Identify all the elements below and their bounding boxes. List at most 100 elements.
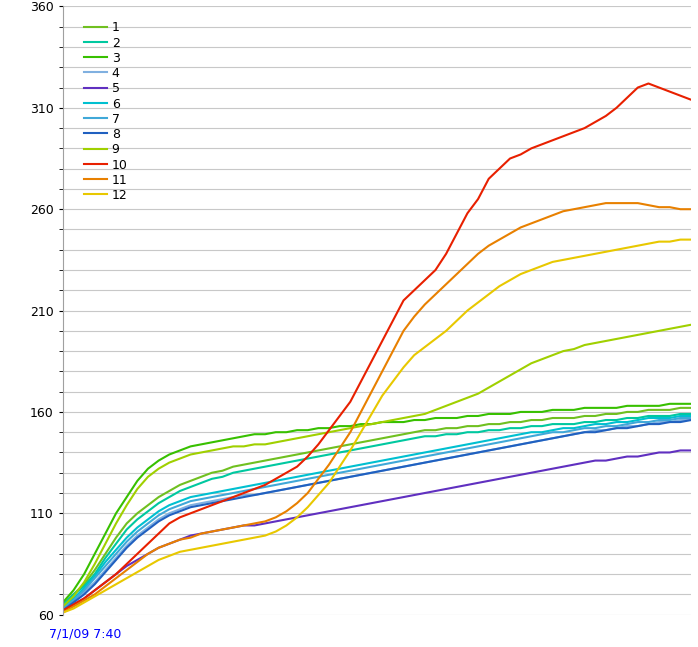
1 xyxy=(452,424,461,432)
7 xyxy=(165,505,174,513)
10 xyxy=(687,96,695,104)
4 xyxy=(239,491,248,499)
6 xyxy=(687,412,695,420)
8 xyxy=(261,489,269,497)
2 xyxy=(272,461,280,468)
11 xyxy=(218,525,227,533)
Line: 10: 10 xyxy=(63,83,691,611)
11 xyxy=(165,540,174,547)
5 xyxy=(59,607,67,615)
9 xyxy=(261,441,269,448)
6 xyxy=(272,477,280,485)
7 xyxy=(687,414,695,422)
3 xyxy=(218,437,227,444)
9 xyxy=(272,439,280,446)
1 xyxy=(165,487,174,495)
6 xyxy=(261,479,269,487)
6 xyxy=(452,443,461,450)
4 xyxy=(218,495,227,503)
6 xyxy=(239,483,248,491)
7 xyxy=(676,414,685,422)
4 xyxy=(452,453,461,461)
2 xyxy=(239,467,248,475)
1 xyxy=(272,455,280,463)
6 xyxy=(165,501,174,509)
3 xyxy=(239,432,248,440)
12 xyxy=(272,528,280,536)
9 xyxy=(452,398,461,406)
Text: 7/1/09 7:40: 7/1/09 7:40 xyxy=(49,628,121,641)
4 xyxy=(676,416,685,424)
9 xyxy=(59,602,67,610)
3 xyxy=(452,414,461,422)
2 xyxy=(59,600,67,608)
2 xyxy=(687,410,695,418)
2 xyxy=(452,430,461,438)
Line: 12: 12 xyxy=(63,239,691,613)
10 xyxy=(218,498,227,505)
Line: 1: 1 xyxy=(63,408,691,604)
5 xyxy=(272,518,280,525)
3 xyxy=(59,598,67,606)
9 xyxy=(239,443,248,450)
12 xyxy=(261,532,269,540)
8 xyxy=(272,487,280,495)
6 xyxy=(59,602,67,610)
4 xyxy=(261,489,269,497)
11 xyxy=(452,270,461,278)
6 xyxy=(676,412,685,420)
10 xyxy=(261,481,269,488)
Line: 11: 11 xyxy=(63,203,691,613)
Legend: 1, 2, 3, 4, 5, 6, 7, 8, 9, 10, 11, 12: 1, 2, 3, 4, 5, 6, 7, 8, 9, 10, 11, 12 xyxy=(82,19,130,204)
11 xyxy=(272,514,280,521)
4 xyxy=(165,509,174,517)
2 xyxy=(218,473,227,481)
Line: 5: 5 xyxy=(63,450,691,611)
8 xyxy=(687,416,695,424)
12 xyxy=(687,236,695,243)
12 xyxy=(239,536,248,543)
11 xyxy=(261,518,269,525)
7 xyxy=(59,605,67,613)
2 xyxy=(165,493,174,501)
11 xyxy=(59,609,67,617)
5 xyxy=(452,483,461,491)
8 xyxy=(239,493,248,501)
9 xyxy=(687,321,695,329)
10 xyxy=(644,80,653,87)
10 xyxy=(59,607,67,615)
5 xyxy=(165,540,174,547)
12 xyxy=(452,317,461,325)
10 xyxy=(165,520,174,527)
5 xyxy=(218,525,227,533)
12 xyxy=(165,552,174,560)
Line: 2: 2 xyxy=(63,414,691,604)
1 xyxy=(59,600,67,608)
1 xyxy=(239,461,248,468)
Line: 3: 3 xyxy=(63,404,691,602)
10 xyxy=(239,489,248,497)
2 xyxy=(261,463,269,470)
8 xyxy=(218,498,227,505)
11 xyxy=(687,205,695,213)
9 xyxy=(218,444,227,452)
10 xyxy=(452,230,461,237)
3 xyxy=(687,400,695,408)
5 xyxy=(239,521,248,529)
Line: 8: 8 xyxy=(63,420,691,611)
3 xyxy=(272,428,280,436)
7 xyxy=(218,491,227,499)
1 xyxy=(676,404,685,411)
1 xyxy=(218,467,227,475)
8 xyxy=(165,511,174,519)
2 xyxy=(676,410,685,418)
1 xyxy=(261,457,269,465)
3 xyxy=(665,400,674,408)
8 xyxy=(452,453,461,461)
5 xyxy=(687,446,695,454)
5 xyxy=(676,446,685,454)
Line: 4: 4 xyxy=(63,420,691,609)
Line: 7: 7 xyxy=(63,418,691,609)
8 xyxy=(59,607,67,615)
7 xyxy=(452,446,461,454)
